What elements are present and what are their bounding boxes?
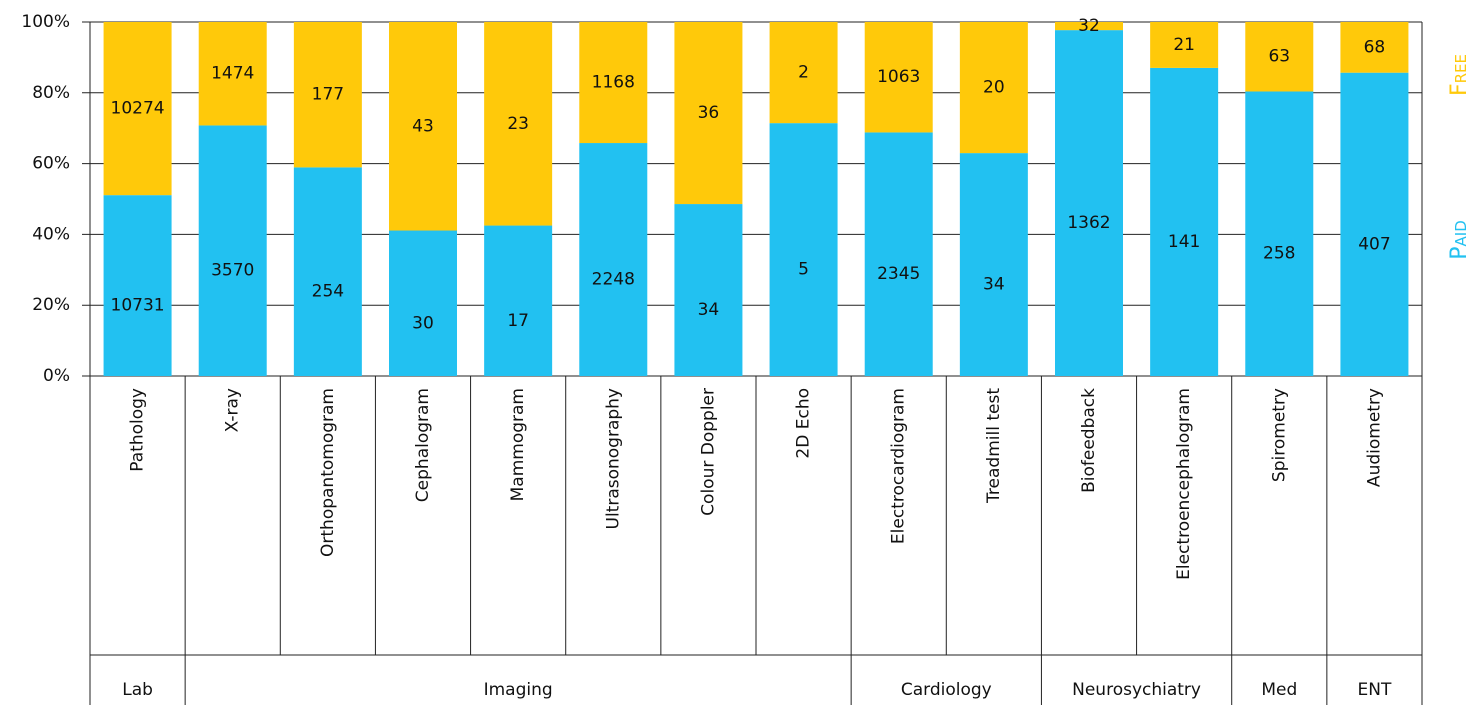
y-tick-label: 0%: [43, 366, 70, 386]
y-tick-label: 100%: [21, 12, 70, 32]
group-label: Imaging: [484, 680, 553, 700]
data-label: 43: [412, 116, 434, 136]
data-label: 1362: [1067, 213, 1110, 233]
bar-segment: [674, 22, 743, 205]
data-label: 141: [1168, 232, 1200, 252]
bar-segment: [1340, 22, 1409, 73]
data-label: 23: [507, 114, 529, 134]
data-label: 258: [1263, 244, 1295, 264]
x-tick-label: Pathology: [128, 388, 148, 472]
data-label: 407: [1358, 234, 1390, 254]
bar-segment: [293, 22, 362, 168]
x-tick-label: 2D Echo: [794, 388, 814, 459]
legend-label: Paid: [1447, 220, 1472, 260]
data-label: 30: [412, 313, 434, 333]
data-label: 34: [698, 300, 720, 320]
bar-segment: [484, 22, 553, 226]
x-tick-label: Electroencephalogram: [1174, 388, 1194, 580]
data-label: 63: [1268, 47, 1290, 67]
x-tick-label: Audiometry: [1364, 388, 1384, 487]
bar-segment: [864, 132, 933, 376]
x-tick-label: Mammogram: [508, 388, 528, 501]
bar-segment: [103, 195, 172, 376]
bar-segment: [389, 230, 457, 376]
data-label: 2345: [877, 264, 920, 284]
bar-segment: [484, 225, 553, 376]
data-label: 34: [983, 275, 1005, 295]
x-tick-label: Ultrasonography: [603, 388, 623, 530]
data-label: 3570: [211, 261, 254, 281]
bar-segment: [769, 22, 838, 124]
x-tick-label: Cephalogram: [413, 388, 433, 502]
x-tick-label: Colour Doppler: [698, 388, 718, 516]
bar-segment: [1055, 30, 1123, 377]
data-label: 10731: [111, 296, 165, 316]
bar-segment: [198, 22, 267, 126]
bar-segment: [1150, 67, 1219, 376]
y-tick-label: 60%: [32, 154, 70, 174]
data-label: 17: [507, 311, 529, 331]
bar-segment: [959, 153, 1028, 376]
group-label: Lab: [122, 680, 153, 700]
data-label: 10274: [111, 99, 165, 119]
x-tick-label: Orthopantomogram: [318, 388, 338, 557]
x-tick-label: Electrocardiogram: [889, 388, 909, 544]
legend-label: Free: [1447, 54, 1472, 96]
bar-segment: [1150, 22, 1219, 68]
data-label: 2: [798, 63, 809, 83]
group-label: Med: [1261, 680, 1297, 700]
bar-segment: [198, 125, 267, 376]
data-label: 254: [312, 282, 344, 302]
y-tick-label: 40%: [32, 224, 70, 244]
x-tick-label: Biofeedback: [1079, 388, 1099, 493]
data-label: 36: [698, 103, 720, 123]
data-label: 2248: [592, 270, 635, 290]
y-tick-label: 80%: [32, 83, 70, 103]
group-label: Cardiology: [901, 680, 992, 700]
data-label: 177: [312, 85, 344, 105]
data-label: 32: [1078, 16, 1100, 36]
data-label: 5: [798, 260, 809, 280]
data-label: 1063: [877, 67, 920, 87]
bar-segment: [674, 204, 743, 376]
bar-segment: [864, 22, 933, 133]
bar-segment: [579, 143, 648, 376]
bar-segment: [1340, 72, 1409, 377]
bar-segment: [769, 123, 838, 377]
data-label: 68: [1364, 37, 1386, 57]
bar-segment: [103, 22, 172, 196]
bar-segment: [1245, 91, 1314, 377]
bar-segment: [389, 22, 457, 231]
bar-segment: [1055, 22, 1123, 31]
group-label: Neurosychiatry: [1072, 680, 1201, 700]
bar-segment: [959, 22, 1028, 154]
bar-segment: [579, 22, 648, 144]
group-label: ENT: [1358, 680, 1392, 700]
data-label: 21: [1173, 35, 1195, 55]
bar-segment: [1245, 22, 1314, 92]
data-label: 20: [983, 78, 1005, 98]
bar-segment: [293, 167, 362, 376]
y-tick-label: 20%: [32, 295, 70, 315]
x-tick-label: Spirometry: [1269, 388, 1289, 482]
data-label: 1168: [592, 73, 635, 93]
x-tick-label: Treadmill test: [984, 388, 1004, 504]
x-tick-label: X-ray: [223, 388, 243, 432]
data-label: 1474: [211, 64, 254, 84]
